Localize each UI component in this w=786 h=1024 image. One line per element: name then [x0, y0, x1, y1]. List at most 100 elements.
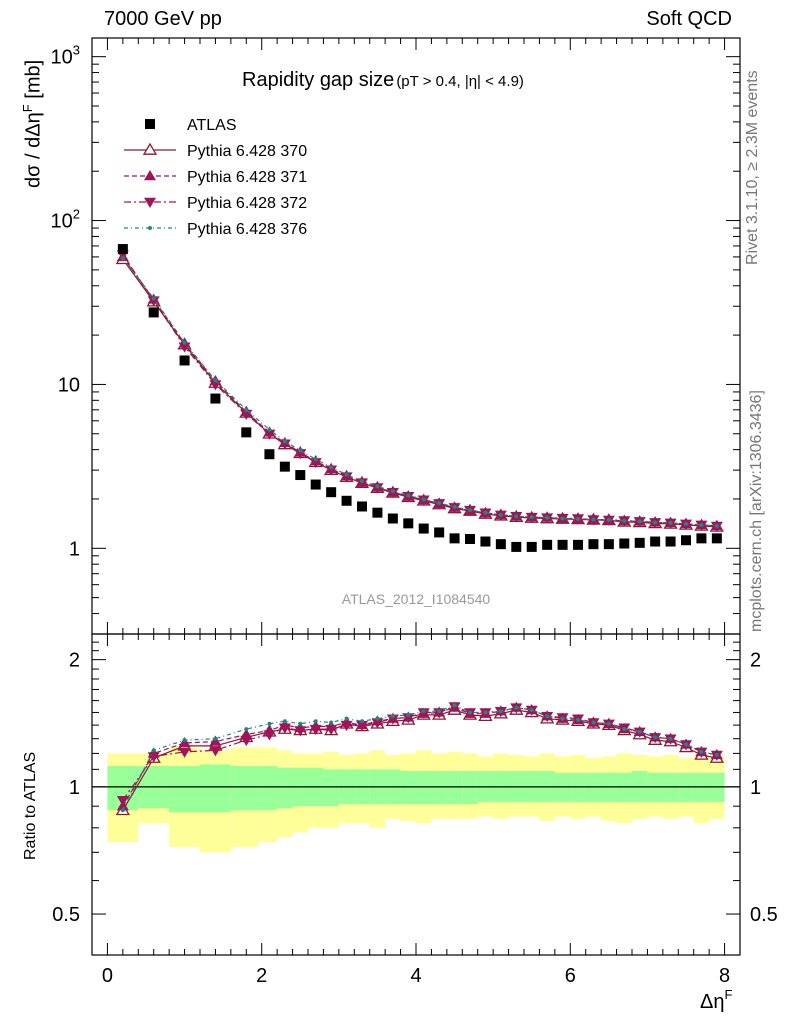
- atlas-point: [480, 536, 491, 547]
- ratio-point-4: [182, 738, 187, 743]
- ratio-point-4: [329, 720, 334, 725]
- ratio-point-3: [278, 723, 291, 734]
- ratio-point-4: [653, 735, 658, 740]
- y-tick-label: 103: [51, 43, 80, 69]
- series-point-3: [356, 478, 368, 489]
- series-point-3: [371, 483, 384, 494]
- ratio-point-4: [514, 705, 519, 710]
- series-point-4: [151, 296, 156, 301]
- atlas-point: [341, 495, 352, 506]
- x-tick-label: 4: [410, 965, 421, 987]
- chart-title: Rapidity gap size (pT > 0.4, |η| < 4.9): [242, 69, 524, 91]
- ratio-point-4: [437, 709, 442, 714]
- green-band-bin: [200, 764, 231, 813]
- ratio-point-4: [282, 719, 287, 724]
- ratio-point-3: [356, 720, 368, 732]
- atlas-point: [372, 507, 383, 518]
- series-point-4: [653, 520, 658, 525]
- series-point-4: [483, 510, 488, 515]
- series-point-4: [213, 378, 218, 383]
- x-tick-label: 8: [719, 965, 730, 987]
- ratio-point-3: [309, 724, 322, 736]
- main-panel-series: [115, 244, 724, 552]
- atlas-point: [387, 513, 398, 524]
- series-point-4: [120, 256, 125, 261]
- green-band-bin: [462, 771, 478, 805]
- ratio-point-3: [116, 795, 129, 807]
- energy-label: 7000 GeV pp: [104, 8, 222, 30]
- x-tick-label: 0: [102, 965, 113, 987]
- series-line-1: [122, 258, 717, 528]
- series-point-4: [637, 519, 642, 524]
- atlas-point: [511, 541, 522, 552]
- atlas-point: [634, 537, 645, 548]
- ratio-point-4: [244, 727, 249, 732]
- ratio-point-4: [699, 749, 704, 754]
- series-point-4: [606, 517, 611, 522]
- green-band-bin: [230, 766, 258, 811]
- series-point-4: [529, 515, 534, 520]
- y-tick-label: 10: [58, 374, 80, 396]
- ratio-point-3: [325, 724, 338, 736]
- atlas-point: [573, 539, 583, 550]
- green-band-bin: [169, 766, 200, 813]
- ratio-point-4: [313, 719, 318, 724]
- atlas-point: [241, 427, 252, 438]
- ratio-point-4: [344, 716, 349, 721]
- ratio-point-4: [452, 703, 457, 708]
- ratio-y-tick-label-right: 2: [750, 650, 761, 672]
- ratio-point-3: [448, 702, 461, 713]
- legend-label: Pythia 6.428 371: [187, 169, 307, 186]
- atlas-point: [588, 539, 599, 550]
- atlas-point: [295, 470, 306, 481]
- ratio-point-3: [240, 735, 253, 747]
- ratio-point-4: [390, 714, 395, 719]
- ratio-point-3: [209, 746, 222, 757]
- ratio-uncertainty-bands: [92, 747, 740, 853]
- series-point-4: [390, 489, 395, 494]
- series-line-4: [122, 257, 717, 527]
- series-line-2: [122, 256, 717, 527]
- green-band-bin: [257, 766, 278, 811]
- series-point-4: [282, 439, 287, 444]
- series-point-4: [406, 493, 411, 498]
- atlas-point: [310, 479, 321, 490]
- series-point-4: [560, 516, 565, 521]
- series-point-3: [340, 472, 353, 483]
- series-point-4: [545, 515, 550, 520]
- atlas-point: [357, 501, 367, 512]
- atlas-point: [650, 536, 661, 547]
- atlas-point: [542, 539, 553, 550]
- series-point-4: [329, 465, 334, 470]
- series-point-4: [714, 523, 719, 528]
- atlas-point: [210, 393, 221, 404]
- ratio-y-tick-label-right: 1: [750, 777, 761, 799]
- ratio-point-3: [417, 708, 430, 719]
- atlas-point: [403, 518, 414, 529]
- ratio-y-tick-label-right: 0.5: [750, 904, 778, 926]
- series-point-4: [699, 522, 704, 527]
- chart-title-main: Rapidity gap size: [242, 69, 394, 91]
- series-line-3: [122, 254, 717, 527]
- ratio-point-4: [591, 720, 596, 725]
- legend: ATLAS Pythia 6.428 370 Pythia 6.428 371 Pyt…: [124, 117, 307, 238]
- series-point-3: [278, 439, 291, 450]
- legend-label: Pythia 6.428 376: [187, 221, 307, 238]
- series-point-4: [437, 501, 442, 506]
- atlas-point: [619, 538, 630, 549]
- ratio-point-3: [263, 730, 276, 741]
- atlas-point: [434, 527, 445, 538]
- x-axis-label: ΔηF: [700, 987, 732, 1013]
- atlas-point: [526, 541, 537, 552]
- ratio-point-3: [294, 726, 307, 737]
- atlas-point: [495, 539, 506, 550]
- series-point-4: [344, 472, 349, 477]
- legend-label: ATLAS: [187, 117, 237, 134]
- ratio-point-4: [468, 710, 472, 715]
- chart-title-sub: (pT > 0.4, |η| < 4.9): [396, 73, 524, 90]
- category-label: Soft QCD: [646, 8, 732, 30]
- atlas-point: [696, 533, 707, 544]
- atlas-point: [681, 535, 691, 546]
- atlas-point: [279, 461, 290, 472]
